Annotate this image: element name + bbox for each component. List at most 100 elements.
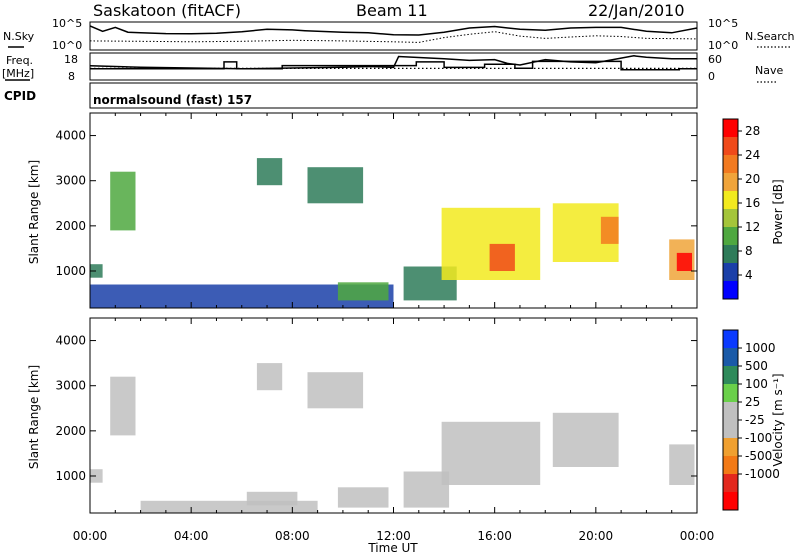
noise-series-nsky [89, 25, 698, 36]
power-colorbar-cells [723, 119, 738, 299]
noise-tick-low-right: 10^0 [708, 39, 738, 52]
velocity-cbar-label-0: 1000 [745, 341, 776, 355]
power-cbar-label-3: 16 [745, 196, 760, 210]
power-cbar-cell-7 [723, 155, 738, 173]
power-colorbar-ticks: 4 8 12 16 20 24 28 [738, 124, 760, 282]
velocity-cbar-label-3: 25 [745, 395, 760, 409]
date-title: 22/Jan/2010 [588, 1, 685, 20]
velocity-cbar-label-2: 100 [745, 377, 768, 391]
power-cbar-cell-4 [723, 209, 738, 227]
time-label-2: 08:00 [275, 529, 310, 543]
nave-label: Nave [755, 64, 783, 77]
power-colorbar-label: Power [dB] [771, 179, 785, 244]
velocity-cell-5 [246, 491, 298, 506]
velocity-yticks: 1000 2000 3000 4000 [55, 334, 697, 483]
velocity-colorbar-label: Velocity [m s⁻¹] [771, 373, 785, 466]
power-cbar-label-1: 8 [745, 244, 753, 258]
noise-tick-high-left: 10^5 [52, 17, 82, 30]
velocity-colorbar-ticks: 1000 500 100 25 -25 -100 -500 -1000 [738, 341, 780, 481]
freq-label: Freq. [6, 54, 33, 67]
power-ytick-label-4000: 4000 [55, 129, 86, 143]
time-label-5: 20:00 [579, 529, 614, 543]
velocity-cell-8 [441, 421, 541, 485]
velocity-ytick-label-2000: 2000 [55, 424, 86, 438]
freq-frame [89, 52, 698, 81]
nsky-label: N.Sky [3, 30, 35, 43]
power-cbar-label-6: 28 [745, 124, 760, 138]
velocity-cbar-label-1: 500 [745, 359, 768, 373]
power-colorbar: 4 8 12 16 20 24 28 Power [dB] [722, 118, 785, 300]
freq-lines [89, 55, 697, 71]
power-yticks: 1000 2000 3000 4000 [55, 129, 697, 278]
freq-tick-low: 8 [68, 70, 75, 83]
velocity-cbar-label-4: -25 [745, 413, 765, 427]
power-cbar-cell-8 [723, 137, 738, 155]
power-cell-10 [600, 216, 619, 244]
power-cell-3 [307, 167, 364, 204]
velocity-cbar-cell-1 [723, 474, 738, 492]
velocity-ytick-label-1000: 1000 [55, 469, 86, 483]
noise-lines [89, 25, 698, 43]
freq-unit: [MHz] [2, 67, 34, 80]
time-axis-title: Time UT [367, 541, 418, 554]
velocity-cbar-cell-9 [723, 330, 738, 348]
power-ytick-label-2000: 2000 [55, 219, 86, 233]
cpid-frame [89, 82, 698, 109]
power-cbar-label-4: 20 [745, 172, 760, 186]
noise-tick-high-right: 10^5 [708, 17, 738, 30]
velocity-xticks [89, 318, 698, 513]
time-label-4: 16:00 [477, 529, 512, 543]
power-cbar-cell-5 [723, 191, 738, 209]
velocity-cell-2 [256, 363, 283, 391]
velocity-colorbar-cells [723, 330, 738, 510]
power-cell-0 [90, 264, 103, 278]
power-cbar-cell-1 [723, 263, 738, 281]
velocity-cell-9 [552, 412, 619, 467]
power-cell-1 [110, 171, 136, 231]
velocity-cell-6 [337, 487, 389, 508]
power-cell-5 [337, 282, 389, 301]
power-cbar-cell-3 [723, 227, 738, 245]
power-colorbar-frame [722, 118, 739, 300]
power-cbar-cell-2 [723, 245, 738, 263]
power-cbar-cell-0 [723, 281, 738, 299]
velocity-panel: 1000 2000 3000 4000 Slant Range [km] [27, 317, 698, 514]
velocity-cells [90, 363, 695, 513]
velocity-cbar-cell-7 [723, 366, 738, 384]
velocity-cell-1 [110, 376, 136, 436]
noise-strip: N.Sky 10^5 10^0 10^5 10^0 N.Search [3, 17, 795, 52]
nsearch-label: N.Search [745, 30, 795, 43]
velocity-cbar-cell-0 [723, 492, 738, 510]
velocity-cbar-cell-4 [723, 420, 738, 438]
power-cell-12 [676, 252, 692, 271]
velocity-ylabel: Slant Range [km] [27, 365, 41, 469]
freq-tick-high: 18 [64, 53, 78, 66]
power-ylabel: Slant Range [km] [27, 160, 41, 264]
power-cbar-label-5: 24 [745, 148, 760, 162]
power-cbar-cell-9 [723, 119, 738, 137]
power-ytick-label-1000: 1000 [55, 264, 86, 278]
power-ytick-label-3000: 3000 [55, 174, 86, 188]
velocity-cbar-cell-5 [723, 402, 738, 420]
noise-tick-low-left: 10^0 [52, 39, 82, 52]
power-cell-2 [256, 158, 283, 186]
power-cbar-label-2: 12 [745, 220, 760, 234]
freq-series-nave [89, 55, 697, 70]
power-cells [90, 158, 695, 308]
power-cbar-label-0: 4 [745, 268, 753, 282]
velocity-cell-7 [403, 471, 450, 508]
power-cell-4 [90, 284, 394, 308]
time-label-3: 12:00 [376, 529, 411, 543]
noise-frame [89, 21, 698, 51]
nave-tick-high: 60 [708, 53, 722, 66]
cpid-strip: CPID normalsound (fast) 157 [4, 82, 698, 109]
time-axis-labels: 00:00 04:00 08:00 12:00 16:00 20:00 00:00 [73, 529, 715, 543]
freq-series-freq [90, 60, 697, 71]
cpid-label: CPID [4, 89, 36, 103]
velocity-cbar-cell-3 [723, 438, 738, 456]
station-title: Saskatoon (fitACF) [93, 1, 241, 20]
velocity-colorbar: 1000 500 100 25 -25 -100 -500 -1000 Velocity [m… [722, 329, 785, 511]
velocity-cbar-cell-8 [723, 348, 738, 366]
power-cbar-cell-6 [723, 173, 738, 191]
